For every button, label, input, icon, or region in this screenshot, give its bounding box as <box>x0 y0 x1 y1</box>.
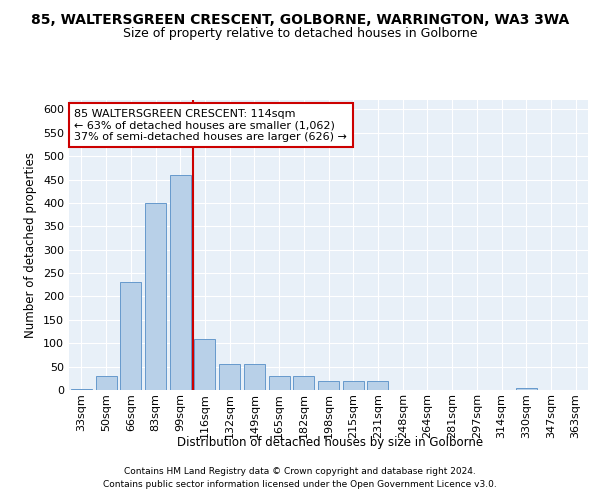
Bar <box>194 338 215 390</box>
Bar <box>145 203 166 390</box>
Y-axis label: Number of detached properties: Number of detached properties <box>25 152 37 338</box>
Bar <box>269 376 290 390</box>
Bar <box>516 388 537 390</box>
Bar <box>244 364 265 390</box>
Bar <box>293 376 314 390</box>
Bar <box>343 380 364 390</box>
Bar <box>120 282 141 390</box>
Bar <box>71 389 92 390</box>
Text: Contains HM Land Registry data © Crown copyright and database right 2024.: Contains HM Land Registry data © Crown c… <box>124 467 476 476</box>
Text: Size of property relative to detached houses in Golborne: Size of property relative to detached ho… <box>123 28 477 40</box>
Text: 85, WALTERSGREEN CRESCENT, GOLBORNE, WARRINGTON, WA3 3WA: 85, WALTERSGREEN CRESCENT, GOLBORNE, WAR… <box>31 12 569 26</box>
Text: Contains public sector information licensed under the Open Government Licence v3: Contains public sector information licen… <box>103 480 497 489</box>
Bar <box>318 380 339 390</box>
Text: Distribution of detached houses by size in Golborne: Distribution of detached houses by size … <box>177 436 483 449</box>
Bar <box>367 380 388 390</box>
Bar <box>170 175 191 390</box>
Bar <box>219 364 240 390</box>
Bar <box>95 376 116 390</box>
Text: 85 WALTERSGREEN CRESCENT: 114sqm
← 63% of detached houses are smaller (1,062)
37: 85 WALTERSGREEN CRESCENT: 114sqm ← 63% o… <box>74 108 347 142</box>
